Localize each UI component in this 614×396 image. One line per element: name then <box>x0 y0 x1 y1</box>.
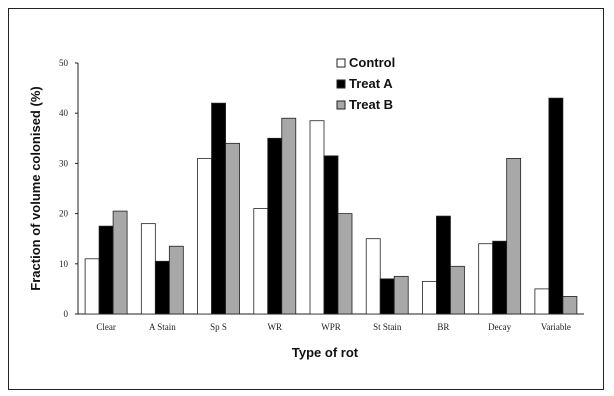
bar-treat-a <box>492 240 508 315</box>
legend-swatch <box>336 100 346 110</box>
y-ticks: 0 10 20 30 40 50 <box>59 58 78 319</box>
x-tick-label: BR <box>437 322 449 332</box>
bar-control <box>309 120 325 315</box>
y-tick-label: 10 <box>59 259 69 269</box>
x-tick-labels: Clear A Stain Sp S WR WPR St Stain BR Decay Vari… <box>96 322 571 332</box>
x-tick-label: St Stain <box>373 322 402 332</box>
bar-treat-a <box>379 278 395 315</box>
x-axis-label: Type of rot <box>292 345 359 360</box>
bars <box>84 97 578 315</box>
bar-control <box>365 238 381 315</box>
y-tick-label: 40 <box>59 108 69 118</box>
bar-control <box>534 288 550 315</box>
y-axis-label: Fraction of volume colonised (%) <box>28 86 43 290</box>
bar-control <box>422 280 437 315</box>
bar-control <box>478 243 494 315</box>
bar-treat-a <box>154 260 170 315</box>
x-tick-label: WPR <box>321 322 341 332</box>
bar-control <box>197 157 212 315</box>
legend-label: Treat A <box>349 76 393 91</box>
bar-treat-a <box>548 97 564 315</box>
bar-treat-b <box>393 275 409 315</box>
bar-treat-b <box>506 157 522 315</box>
x-tick-label: Sp S <box>210 322 227 332</box>
legend-swatch <box>336 79 346 89</box>
bar-control <box>253 208 269 315</box>
legend: Control Treat A Treat B <box>336 55 395 112</box>
legend-label: Control <box>349 55 395 70</box>
bar-treat-b <box>562 296 578 315</box>
bar-treat-b <box>281 117 297 315</box>
bar-control <box>140 223 156 315</box>
bar-treat-a <box>211 102 226 315</box>
bar-treat-b <box>450 265 465 315</box>
y-tick-label: 0 <box>64 309 69 319</box>
x-tick-label: Decay <box>488 322 511 332</box>
bar-treat-a <box>436 215 451 315</box>
bar-treat-b <box>225 142 240 315</box>
y-tick-label: 30 <box>59 158 69 168</box>
legend-label: Treat B <box>349 97 393 112</box>
legend-swatch <box>336 58 346 68</box>
x-tick-label: WR <box>268 322 283 332</box>
y-tick-label: 50 <box>59 58 69 68</box>
bar-treat-a <box>267 137 283 315</box>
x-tick-label: Clear <box>96 322 116 332</box>
bar-treat-b <box>168 245 184 315</box>
bar-treat-a <box>323 155 339 315</box>
x-tick-label: Variable <box>541 322 571 332</box>
chart-frame <box>8 8 604 390</box>
bar-treat-a <box>98 225 114 315</box>
bar-treat-b <box>112 210 128 315</box>
bar-treat-b <box>337 213 353 315</box>
x-tick-label: A Stain <box>149 322 176 332</box>
bar-control <box>84 258 100 315</box>
y-tick-label: 20 <box>59 209 69 219</box>
